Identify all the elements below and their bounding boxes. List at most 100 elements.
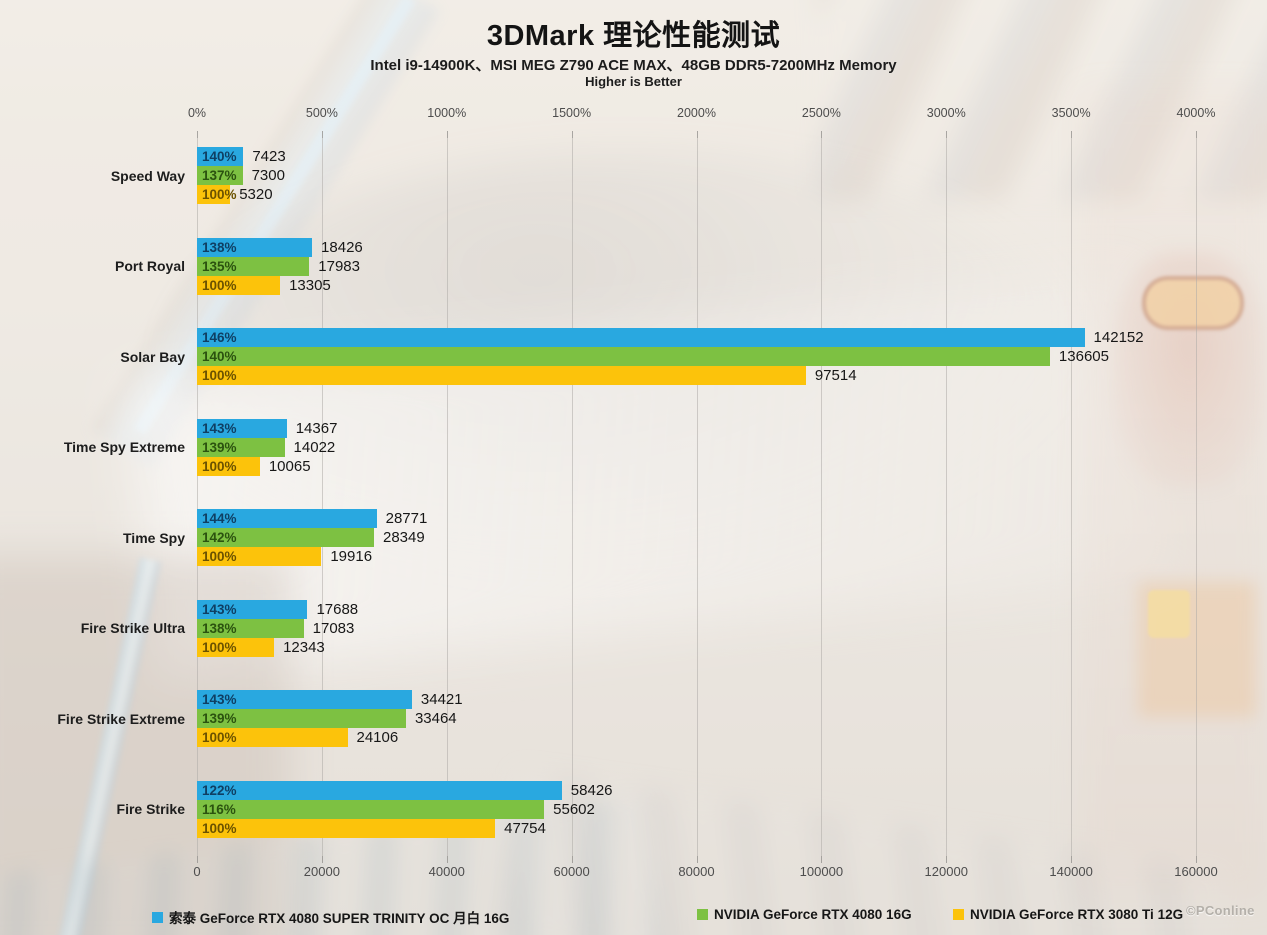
axis-tick [446,131,448,138]
percent-tick-label: 1000% [427,106,467,120]
legend-color-swatch [152,911,163,923]
bar-group: 143% 14367 139% 14022 100% 10065 [197,418,338,476]
bar: 138% [197,237,313,257]
value-label: 17983 [318,257,360,275]
gridline [1071,138,1073,856]
bar-row: 143% 17688 [197,599,358,619]
axis-tick [696,131,698,138]
category-label: Port Royal [114,258,185,275]
bar: 146% [197,328,1085,348]
percent-label: 122% [202,782,237,798]
axis-tick [1071,856,1073,863]
bar-row: 100% 97514 [197,366,1144,386]
value-label: 18426 [321,238,363,256]
bar-group: 143% 34421 139% 33464 100% 24106 [197,690,463,748]
axis-tick [321,131,323,138]
bar: 139% [197,437,285,457]
percent-tick-label: 3000% [926,106,966,120]
legend-label: NVIDIA GeForce RTX 3080 Ti 12G [970,907,1184,922]
bar-group: 140% 7423 137% 7300 100% 5320 [197,147,286,204]
value-label: 142152 [1093,329,1144,347]
value-label: 5320 [239,186,273,203]
bar-row: 143% 14367 [197,418,338,438]
bar: 140% [197,147,244,166]
axis-tick [1196,856,1197,863]
percent-label: 137% [202,168,237,183]
percent-tick-label: 0% [187,106,207,120]
percent-tick-label: 4000% [1176,106,1216,120]
value-label: 13305 [289,276,331,294]
bg-yellow-box [1148,590,1190,638]
bar: 143% [197,690,412,710]
bg-top-right-structures [817,0,1267,200]
higher-is-better-note: Higher is Better [585,74,682,89]
bar: 142% [197,528,374,548]
value-label: 28771 [385,510,428,528]
gridline [197,138,198,856]
bg-amber-window [1142,276,1244,330]
percent-tick-label: 3500% [1051,106,1091,120]
value-tick-label: 140000 [1049,864,1093,879]
bar: 100% [197,456,260,476]
value-label: 14367 [295,419,338,437]
bar-group: 122% 58426 116% 55602 100% 47754 [197,780,613,838]
bar: 144% [197,509,377,529]
bar-group: 138% 18426 135% 17983 100% 13305 [197,237,363,295]
value-tick-label: 160000 [1174,864,1218,879]
bar-row: 100% 10065 [197,456,337,476]
value-label: 17083 [312,619,355,637]
gridline [946,138,948,856]
category-label: Fire Strike Ultra [80,620,185,637]
axis-tick [946,856,948,863]
legend-color-swatch [697,909,708,920]
axis-tick [696,856,698,863]
value-label: 7423 [252,148,286,165]
value-label: 7300 [251,167,285,184]
bar-row: 100% 19916 [197,547,427,567]
legend-item: 索泰 GeForce RTX 4080 SUPER TRINITY OC 月白 … [152,907,509,927]
value-label: 24106 [356,729,399,747]
bar: 135% [197,256,310,276]
percent-label: 100% [202,277,237,293]
value-tick-label: 40000 [428,864,465,879]
bar-row: 100% 12343 [197,637,358,657]
legend-item: NVIDIA GeForce RTX 3080 Ti 12G [953,907,1183,922]
percent-tick-label: 2500% [801,106,841,120]
bar-row: 100% 13305 [197,275,363,295]
bar: 143% [197,418,287,438]
value-tick-label: 0 [193,864,201,879]
bar: 138% [197,618,304,638]
percent-label: 139% [202,439,237,455]
value-label: 55602 [553,800,595,818]
percent-label: 144% [202,511,237,527]
value-label: 12343 [283,638,325,656]
bar-row: 100% 5320 [197,185,286,204]
legend-label: 索泰 GeForce RTX 4080 SUPER TRINITY OC 月白 … [169,911,510,926]
percent-label: 100% [202,730,237,746]
bg-right-column [1080,90,1267,900]
bar: 100% [197,185,237,204]
bar-row: 138% 17083 [197,618,358,638]
legend-label: NVIDIA GeForce RTX 4080 16G [714,907,912,922]
axis-tick [821,131,823,138]
bar: 143% [197,599,308,619]
pconline-watermark: ©PConline [1186,903,1255,918]
category-label: Speed Way [110,167,185,184]
value-label: 136605 [1058,348,1109,366]
bar-row: 137% 7300 [197,166,286,185]
percent-tick-label: 500% [305,106,338,120]
bar-row: 138% 18426 [197,237,363,257]
percent-label: 146% [202,330,237,346]
percent-label: 116% [202,801,236,817]
bar-row: 142% 28349 [197,528,427,548]
bar-row: 116% 55602 [197,799,613,819]
category-label: Fire Strike Extreme [57,710,185,727]
axis-tick [446,856,448,863]
bar: 139% [197,709,406,729]
bar-row: 100% 47754 [197,818,613,838]
gridline [446,138,448,856]
bar: 100% [197,547,322,567]
percent-label: 100% [202,549,237,565]
